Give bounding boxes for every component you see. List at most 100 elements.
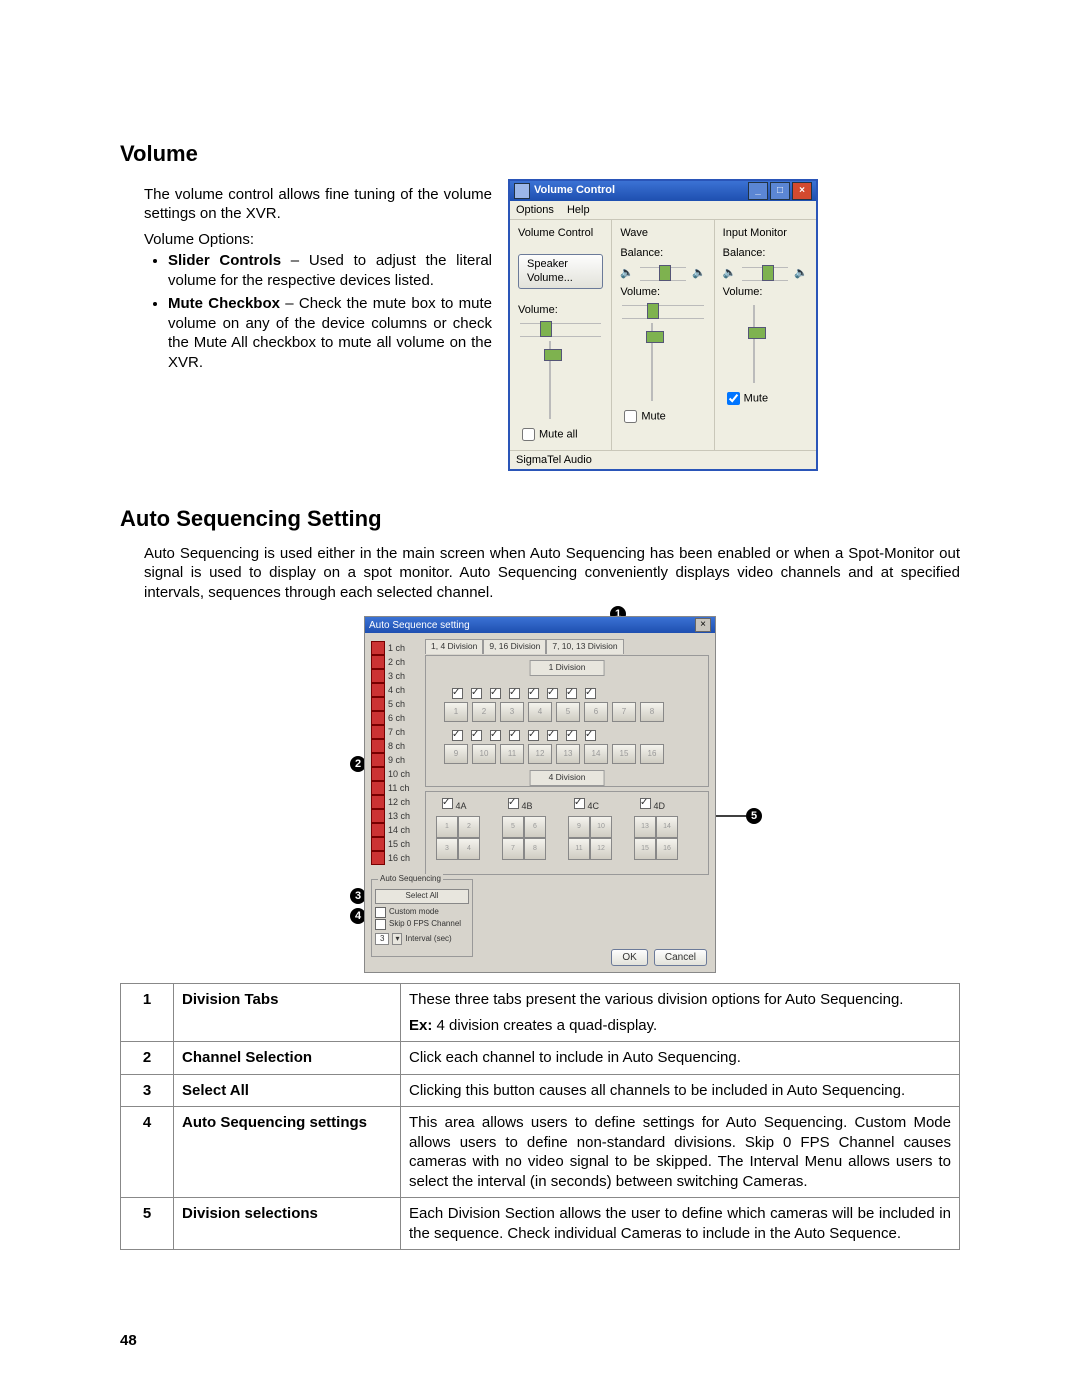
channel-row[interactable]: 3 ch <box>371 669 419 683</box>
channel-button[interactable]: 16 <box>640 744 664 764</box>
interval-value[interactable]: 3 <box>375 933 389 945</box>
tab-9-16[interactable]: 9, 16 Division <box>483 639 546 653</box>
volume-hslider-1[interactable] <box>622 305 703 319</box>
col2-label: Input Monitor <box>723 226 808 240</box>
auto-sequencing-box: Auto Sequencing Select All Custom mode S… <box>371 879 473 957</box>
channel-row[interactable]: 2 ch <box>371 655 419 669</box>
grid-4c[interactable]: 9101112 <box>568 816 612 860</box>
speaker-volume-button[interactable]: Speaker Volume... <box>518 254 603 289</box>
volume-control-window: Volume Control _ □ × Options Help Volume… <box>508 179 818 472</box>
channel-checkbox[interactable] <box>528 730 539 741</box>
channel-button[interactable]: 9 <box>444 744 468 764</box>
vol-label-0: Volume: <box>518 303 603 317</box>
channel-row[interactable]: 8 ch <box>371 739 419 753</box>
cancel-button[interactable]: Cancel <box>654 949 707 966</box>
channel-checkbox[interactable] <box>509 730 520 741</box>
grid-4a[interactable]: 1234 <box>436 816 480 860</box>
channel-button[interactable]: 11 <box>500 744 524 764</box>
channel-button[interactable]: 13 <box>556 744 580 764</box>
minimize-button[interactable]: _ <box>748 182 768 200</box>
channel-row[interactable]: 14 ch <box>371 823 419 837</box>
ok-button[interactable]: OK <box>611 949 647 966</box>
channel-checkbox[interactable] <box>490 730 501 741</box>
grid-4b[interactable]: 5678 <box>502 816 546 860</box>
channel-button[interactable]: 8 <box>640 702 664 722</box>
channel-row[interactable]: 13 ch <box>371 809 419 823</box>
mute-row-2[interactable]: Mute <box>723 389 808 408</box>
channel-checkbox[interactable] <box>547 730 558 741</box>
channel-row[interactable]: 10 ch <box>371 767 419 781</box>
balance-slider-1[interactable]: 🔈 🔈 <box>620 266 705 280</box>
volume-vslider-2[interactable] <box>753 305 777 383</box>
menu-help[interactable]: Help <box>567 204 590 216</box>
autoseq-close-button[interactable]: × <box>695 618 711 632</box>
channel-button[interactable]: 7 <box>612 702 636 722</box>
vol-label-1: Volume: <box>620 285 705 299</box>
channel-button[interactable]: 12 <box>528 744 552 764</box>
checkbox-row-1 <box>452 688 596 699</box>
channel-row[interactable]: 5 ch <box>371 697 419 711</box>
panel-1-division: 1 Division 12345678 910111213141516 4 Di… <box>425 655 709 787</box>
volume-vslider-0[interactable] <box>549 341 573 419</box>
channel-checkbox[interactable] <box>566 688 577 699</box>
maximize-button[interactable]: □ <box>770 182 790 200</box>
checkbox-custom[interactable] <box>375 907 386 918</box>
channel-button[interactable]: 2 <box>472 702 496 722</box>
volume-titlebar[interactable]: Volume Control _ □ × <box>510 181 816 201</box>
volume-menubar: Options Help <box>510 201 816 220</box>
checkbox-skip0fps[interactable] <box>375 919 386 930</box>
channel-button[interactable]: 5 <box>556 702 580 722</box>
interval-dropdown-icon[interactable]: ▾ <box>392 933 402 945</box>
channel-checkbox[interactable] <box>528 688 539 699</box>
channel-checkbox[interactable] <box>585 688 596 699</box>
channel-row[interactable]: 4 ch <box>371 683 419 697</box>
channel-row[interactable]: 11 ch <box>371 781 419 795</box>
channel-checkbox[interactable] <box>547 688 558 699</box>
channel-checkbox[interactable] <box>585 730 596 741</box>
channel-checkbox[interactable] <box>471 730 482 741</box>
checkbox-4a[interactable] <box>442 798 453 809</box>
channel-checkbox[interactable] <box>452 730 463 741</box>
autoseq-heading: Auto Sequencing Setting <box>120 505 960 534</box>
channel-row[interactable]: 15 ch <box>371 837 419 851</box>
speaker-right-icon-2: 🔈 <box>794 266 808 280</box>
channel-button[interactable]: 6 <box>584 702 608 722</box>
checkbox-4c[interactable] <box>574 798 585 809</box>
tab-7-10-13[interactable]: 7, 10, 13 Division <box>546 639 623 653</box>
checkbox-4d[interactable] <box>640 798 651 809</box>
mute-row-1[interactable]: Mute <box>620 407 705 426</box>
channel-button[interactable]: 3 <box>500 702 524 722</box>
channel-checkbox[interactable] <box>490 688 501 699</box>
mute-all-row[interactable]: Mute all <box>518 425 603 444</box>
channel-checkbox[interactable] <box>471 688 482 699</box>
tab-1-4[interactable]: 1, 4 Division <box>425 639 483 653</box>
autoseq-titlebar[interactable]: Auto Sequence setting × <box>365 617 715 633</box>
label-1-division: 1 Division <box>530 660 605 675</box>
channel-row[interactable]: 1 ch <box>371 641 419 655</box>
volume-hslider-0[interactable] <box>520 323 601 337</box>
channel-row[interactable]: 6 ch <box>371 711 419 725</box>
balance-slider-2[interactable]: 🔈 🔈 <box>723 266 808 280</box>
checkbox-4b[interactable] <box>508 798 519 809</box>
channel-button[interactable]: 1 <box>444 702 468 722</box>
menu-options[interactable]: Options <box>516 204 554 216</box>
channel-row[interactable]: 9 ch <box>371 753 419 767</box>
table-row: 1Division TabsThese three tabs present t… <box>121 984 960 1042</box>
channel-button[interactable]: 4 <box>528 702 552 722</box>
channel-row[interactable]: 7 ch <box>371 725 419 739</box>
channel-checkbox[interactable] <box>509 688 520 699</box>
channel-checkbox[interactable] <box>452 688 463 699</box>
channel-checkbox[interactable] <box>566 730 577 741</box>
channel-row[interactable]: 16 ch <box>371 851 419 865</box>
volume-intro: The volume control allows fine tuning of… <box>144 185 492 224</box>
volume-vslider-1[interactable] <box>651 323 675 401</box>
channel-button[interactable]: 10 <box>472 744 496 764</box>
division-tabs: 1, 4 Division9, 16 Division7, 10, 13 Div… <box>425 639 709 655</box>
grid-4d[interactable]: 13141516 <box>634 816 678 860</box>
select-all-button[interactable]: Select All <box>375 889 469 903</box>
channel-row[interactable]: 12 ch <box>371 795 419 809</box>
channel-button[interactable]: 14 <box>584 744 608 764</box>
channel-button[interactable]: 15 <box>612 744 636 764</box>
close-button[interactable]: × <box>792 182 812 200</box>
interval-label: Interval (sec) <box>405 934 451 944</box>
